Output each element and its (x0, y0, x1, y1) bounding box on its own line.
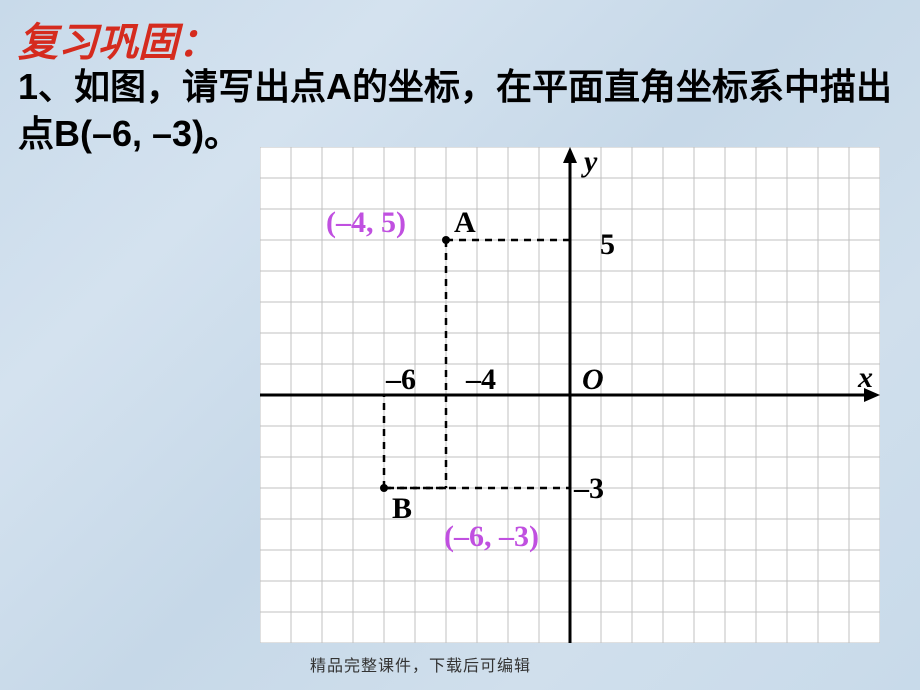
svg-text:–6: –6 (385, 363, 416, 396)
svg-text:B: B (392, 492, 412, 525)
svg-text:5: 5 (600, 228, 615, 261)
svg-text:A: A (454, 206, 476, 239)
svg-text:y: y (581, 147, 598, 178)
question-text: 1、如图，请写出点A的坐标，在平面直角坐标系中描出点B(–6, –3)。 (18, 64, 898, 158)
svg-text:O: O (582, 363, 604, 396)
section-title: 复习巩固： (18, 10, 218, 68)
svg-text:(–6, –3): (–6, –3) (444, 520, 539, 553)
coordinate-graph: 5 –3 –4 –6 Ox y A (–4, 5) B (–6, –3) (260, 147, 880, 643)
footer-note: 精品完整课件，下载后可编辑 (310, 652, 531, 676)
svg-text:(–4, 5): (–4, 5) (326, 206, 406, 239)
svg-text:–4: –4 (465, 363, 496, 396)
svg-text:–3: –3 (573, 472, 604, 505)
svg-text:x: x (857, 361, 873, 394)
